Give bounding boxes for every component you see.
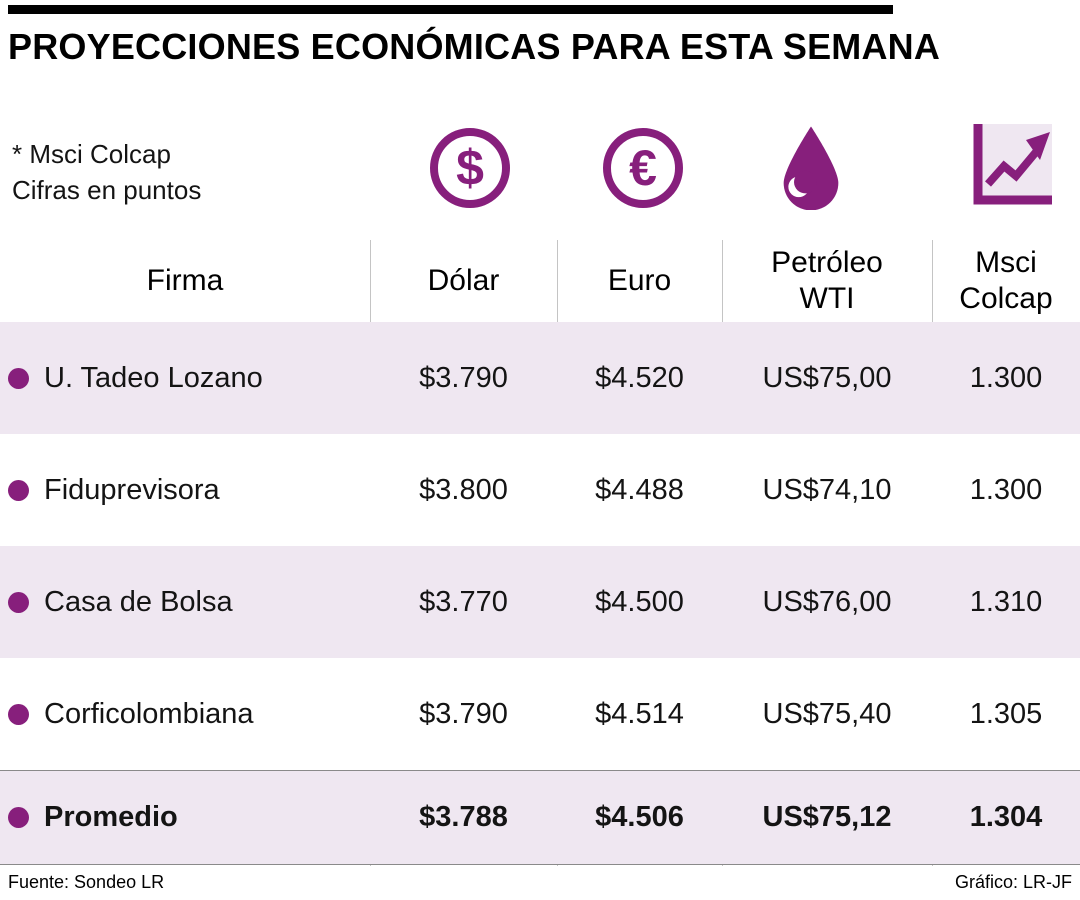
graphic-credit: Gráfico: LR-JF: [954, 872, 1072, 892]
euro-value: $4.514: [595, 697, 684, 730]
column-header-dolar: Dólar: [427, 264, 500, 297]
firm-cell: U. Tadeo Lozano: [0, 322, 370, 434]
svg-text:$: $: [456, 140, 484, 196]
column-header-firma: Firma: [146, 264, 224, 297]
top-rule: [8, 5, 893, 14]
dollar-circle-icon: $: [428, 126, 512, 215]
petroleo-value: US$74,10: [762, 473, 892, 506]
units-note: * Msci Colcap Cifras en puntos: [12, 136, 201, 208]
dolar-value: $3.790: [419, 697, 508, 730]
table-row: U. Tadeo Lozano $3.790 $4.520 US$75,00 1…: [0, 322, 1080, 434]
msci-value: 1.304: [969, 801, 1043, 833]
dolar-value: $3.800: [419, 473, 508, 506]
table-row: Casa de Bolsa $3.770 $4.500 US$76,00 1.3…: [0, 546, 1080, 658]
firm-name: U. Tadeo Lozano: [44, 361, 263, 394]
petroleo-value: US$75,40: [762, 697, 892, 730]
oil-drop-icon: [778, 124, 844, 215]
bullet-icon: [8, 591, 29, 613]
euro-value: $4.520: [595, 361, 684, 394]
dolar-value: $3.790: [419, 361, 508, 394]
msci-value: 1.300: [969, 361, 1043, 394]
column-header-euro: Euro: [607, 264, 672, 297]
firm-name: Corficolombiana: [44, 697, 254, 730]
firm-cell: Corficolombiana: [0, 658, 370, 770]
msci-value: 1.305: [969, 697, 1043, 730]
table-body: U. Tadeo Lozano $3.790 $4.520 US$75,00 1…: [0, 322, 1080, 865]
firm-cell: Fiduprevisora: [0, 434, 370, 546]
column-header-msci-colcap: Msci Colcap: [959, 246, 1053, 315]
table-row: Corficolombiana $3.790 $4.514 US$75,40 1…: [0, 658, 1080, 770]
euro-value: $4.500: [595, 585, 684, 618]
source-credit: Fuente: Sondeo LR: [8, 872, 165, 892]
table-header-row: Firma Dólar Euro Petróleo WTI Msci Colca…: [0, 240, 1080, 322]
units-note-line1: * Msci Colcap: [12, 139, 171, 169]
dolar-value: $3.788: [419, 801, 508, 833]
svg-text:€: €: [629, 140, 657, 196]
dolar-value: $3.770: [419, 585, 508, 618]
bullet-icon: [8, 479, 29, 501]
line-chart-up-icon: [964, 120, 1054, 215]
petroleo-value: US$76,00: [762, 585, 892, 618]
page-title: PROYECCIONES ECONÓMICAS PARA ESTA SEMANA: [8, 26, 941, 67]
petroleo-value: US$75,00: [762, 361, 892, 394]
firm-name: Casa de Bolsa: [44, 585, 233, 618]
msci-value: 1.310: [969, 585, 1043, 618]
firm-cell: Casa de Bolsa: [0, 546, 370, 658]
bullet-icon: [8, 367, 29, 389]
bullet-icon: [8, 807, 29, 828]
petroleo-value: US$75,12: [762, 801, 892, 833]
euro-value: $4.488: [595, 473, 684, 506]
euro-circle-icon: €: [601, 126, 685, 215]
table-row-average: Promedio $3.788 $4.506 US$75,12 1.304: [0, 770, 1080, 865]
firm-cell: Promedio: [0, 771, 370, 864]
euro-value: $4.506: [595, 801, 684, 833]
msci-value: 1.300: [969, 473, 1043, 506]
table-row: Fiduprevisora $3.800 $4.488 US$74,10 1.3…: [0, 434, 1080, 546]
bullet-icon: [8, 703, 29, 725]
units-note-line2: Cifras en puntos: [12, 175, 202, 205]
firm-name: Fiduprevisora: [44, 473, 220, 506]
firm-name: Promedio: [44, 801, 178, 833]
column-header-petroleo-wti: Petróleo WTI: [771, 246, 883, 315]
